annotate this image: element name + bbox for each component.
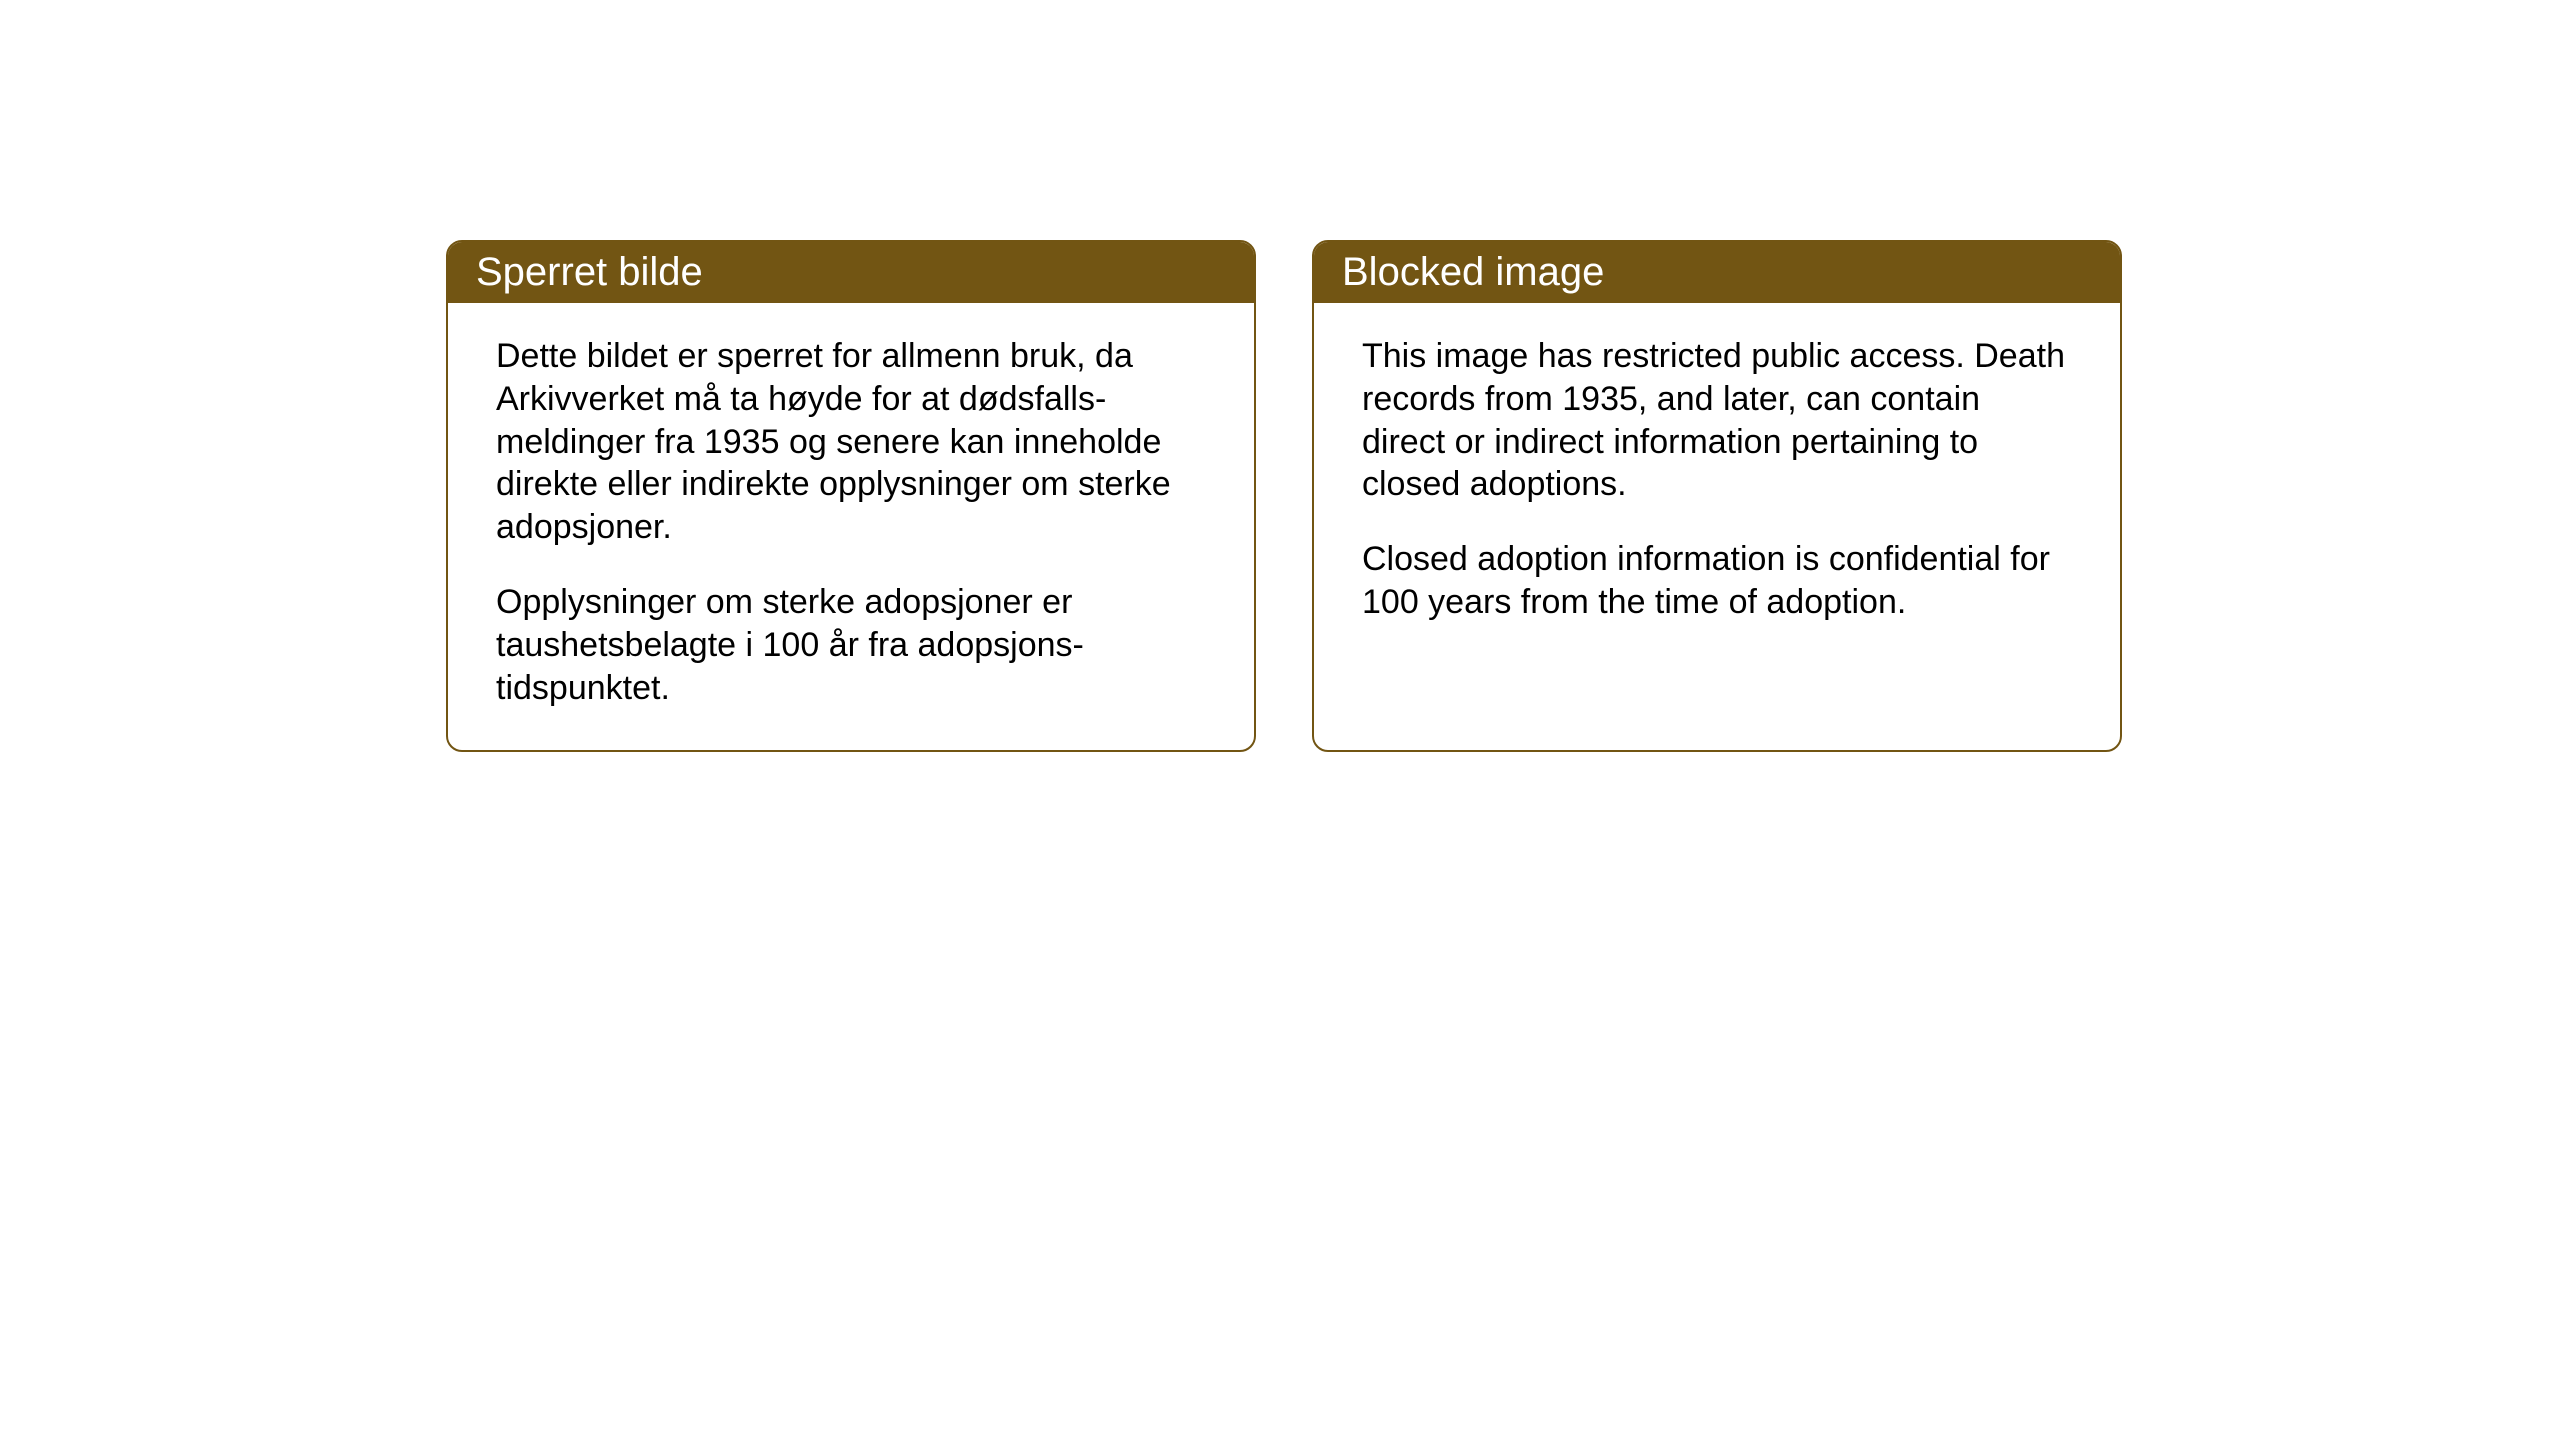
notice-paragraph-1-en: This image has restricted public access.…: [1362, 335, 2072, 506]
card-header-english: Blocked image: [1314, 242, 2120, 303]
notice-paragraph-1-no: Dette bildet er sperret for allmenn bruk…: [496, 335, 1206, 549]
card-body-english: This image has restricted public access.…: [1314, 303, 2120, 664]
notice-container: Sperret bilde Dette bildet er sperret fo…: [446, 240, 2122, 752]
notice-card-norwegian: Sperret bilde Dette bildet er sperret fo…: [446, 240, 1256, 752]
notice-paragraph-2-en: Closed adoption information is confident…: [1362, 538, 2072, 624]
notice-paragraph-2-no: Opplysninger om sterke adopsjoner er tau…: [496, 581, 1206, 709]
card-header-norwegian: Sperret bilde: [448, 242, 1254, 303]
notice-card-english: Blocked image This image has restricted …: [1312, 240, 2122, 752]
card-body-norwegian: Dette bildet er sperret for allmenn bruk…: [448, 303, 1254, 750]
